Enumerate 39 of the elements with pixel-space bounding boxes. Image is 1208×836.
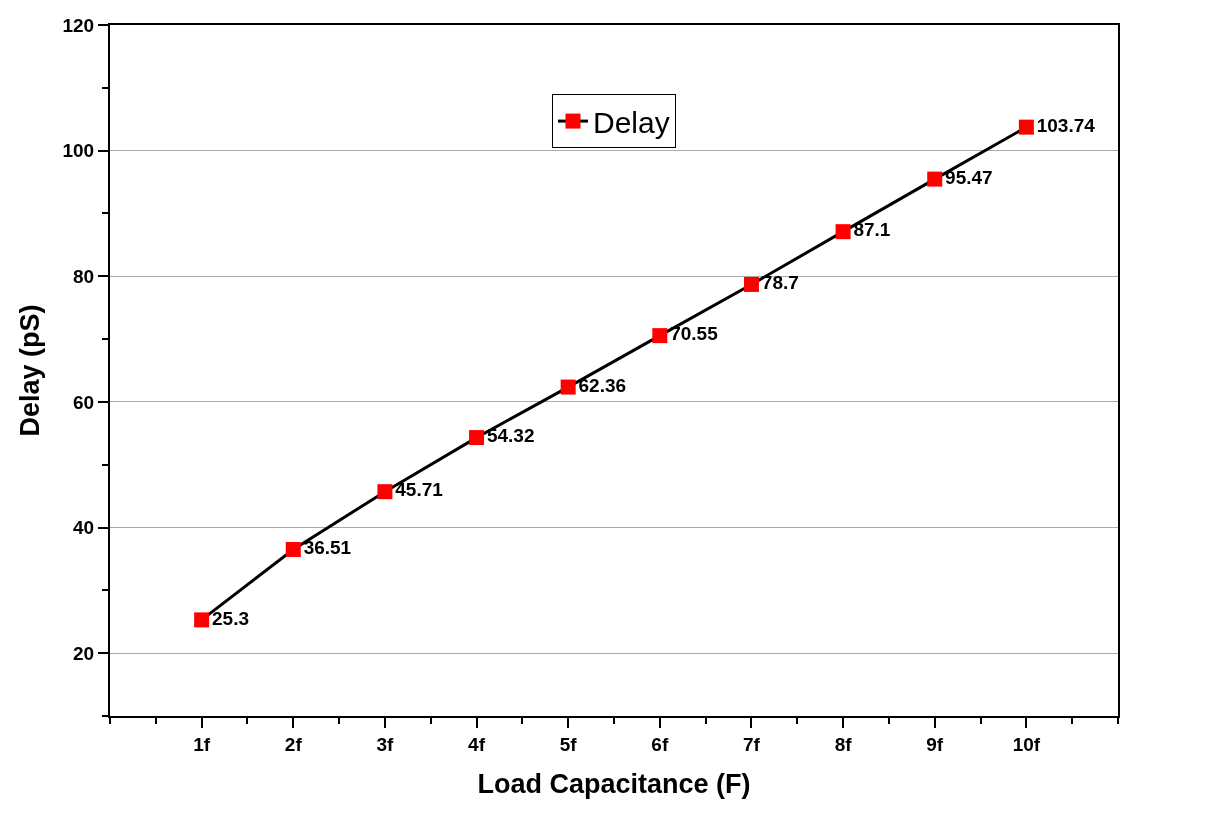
point bbox=[1018, 119, 1034, 135]
data-label: 103.74 bbox=[1036, 114, 1096, 136]
y-tick-label: 60 bbox=[73, 391, 95, 413]
data-label: 25.3 bbox=[212, 607, 249, 629]
point bbox=[469, 430, 485, 446]
data-label: 87.1 bbox=[853, 219, 891, 241]
point bbox=[560, 379, 576, 395]
x-tick-label: 9f bbox=[926, 733, 944, 755]
x-tick-label: 6f bbox=[651, 733, 669, 755]
x-tick-label: 4f bbox=[468, 733, 486, 755]
x-tick-label: 3f bbox=[376, 733, 395, 755]
x-tick-label: 1f bbox=[193, 733, 211, 755]
y-tick-label: 80 bbox=[73, 265, 95, 287]
data-label: 36.51 bbox=[303, 537, 352, 559]
data-label: 45.71 bbox=[395, 479, 444, 501]
point bbox=[194, 612, 210, 628]
point bbox=[652, 328, 668, 344]
point bbox=[285, 541, 301, 557]
y-tick-label: 100 bbox=[62, 140, 95, 162]
x-tick-label: 10f bbox=[1012, 733, 1041, 755]
y-tick-label: 20 bbox=[73, 642, 95, 664]
x-tick-label: 8f bbox=[834, 733, 853, 755]
data-label: 70.55 bbox=[670, 323, 719, 345]
point bbox=[377, 484, 393, 500]
legend-label: Delay bbox=[593, 105, 670, 139]
x-tick-label: 5f bbox=[559, 733, 578, 755]
data-label: 54.32 bbox=[486, 425, 535, 447]
x-axis-title: Load Capacitance (F) bbox=[477, 768, 751, 799]
y-tick-label: 120 bbox=[62, 14, 95, 36]
data-label: 95.47 bbox=[945, 166, 993, 188]
data-label: 62.36 bbox=[578, 374, 627, 396]
point bbox=[835, 224, 851, 240]
y-tick-label: 40 bbox=[73, 517, 95, 539]
x-tick-label: 7f bbox=[743, 733, 761, 755]
x-tick-label: 2f bbox=[284, 733, 303, 755]
data-label: 78.7 bbox=[761, 272, 799, 294]
point bbox=[743, 276, 759, 292]
y-axis-title: Delay (pS) bbox=[15, 304, 46, 437]
point bbox=[927, 171, 943, 187]
